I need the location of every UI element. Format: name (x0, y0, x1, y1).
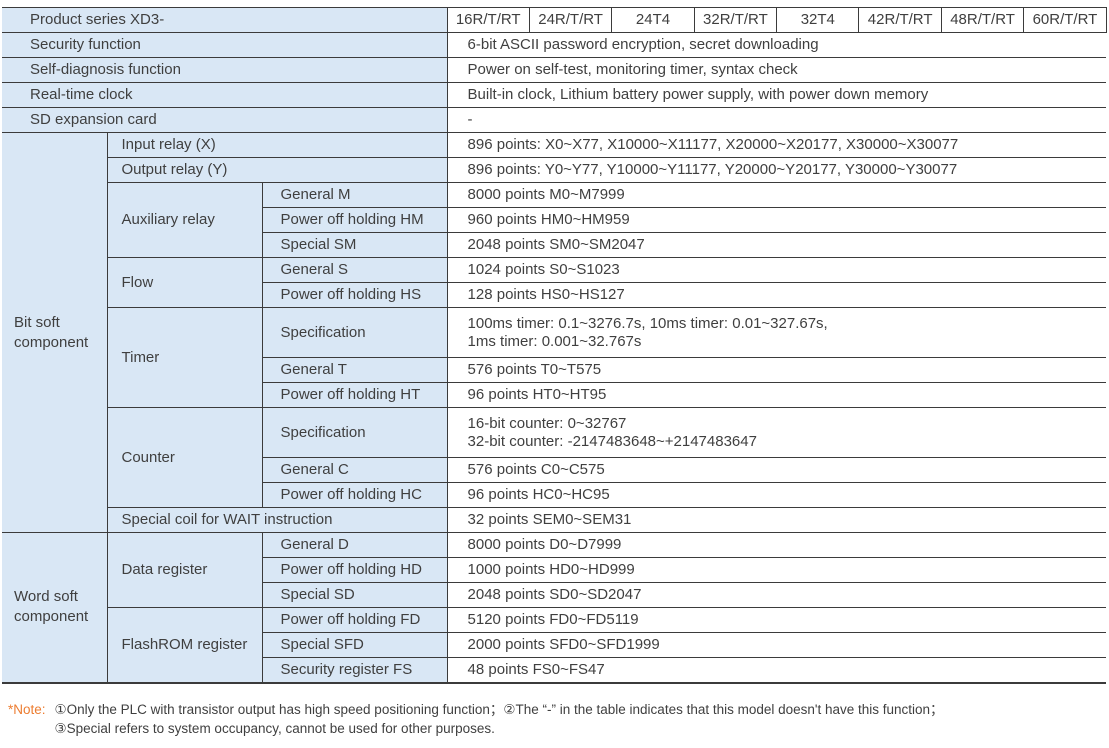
holding-fd-label: Power off holding FD (261, 607, 448, 633)
table-row: Power off holding HD 1000 points HD0~HD9… (2, 557, 1107, 583)
table-row: Power off holding HM 960 points HM0~HM95… (2, 207, 1107, 233)
table-row: Security function 6-bit ASCII password e… (2, 32, 1107, 58)
realtime-clock-label: Real-time clock (2, 82, 448, 108)
table-row: Counter Specification 16-bit counter: 0~… (2, 407, 1107, 508)
table-row: Power off holding HC 96 points HC0~HC95 (2, 482, 1107, 508)
security-register-fs-value: 48 points FS0~FS47 (446, 657, 1107, 684)
table-row: Real-time clock Built-in clock, Lithium … (2, 82, 1107, 108)
model-column-header: 32T4 (776, 7, 860, 33)
holding-hs-label: Power off holding HS (261, 282, 448, 308)
self-diagnosis-value: Power on self-test, monitoring timer, sy… (446, 57, 1107, 83)
input-relay-value: 896 points: X0~X77, X10000~X11177, X2000… (446, 132, 1107, 158)
model-column-header: 60R/T/RT (1023, 7, 1107, 33)
special-sm-label: Special SM (261, 232, 448, 258)
bit-soft-component-category: Bit soft component (2, 132, 108, 533)
general-t-label: General T (261, 357, 448, 383)
input-relay-label: Input relay (X) (106, 132, 448, 158)
realtime-clock-value: Built-in clock, Lithium battery power su… (446, 82, 1107, 108)
table-row: Special SFD 2000 points SFD0~SFD1999 (2, 632, 1107, 658)
table-row: Word soft component Data register Genera… (2, 532, 1107, 683)
general-d-value: 8000 points D0~D7999 (446, 532, 1107, 558)
special-sfd-label: Special SFD (261, 632, 448, 658)
data-register-label: Data register (106, 532, 263, 608)
flow-label: Flow (106, 257, 263, 308)
note-line-2: ③Special refers to system occupancy, can… (54, 720, 495, 736)
table-row: FlashROM register Power off holding FD 5… (2, 607, 1107, 683)
table-row: General C 576 points C0~C575 (2, 457, 1107, 483)
special-sd-value: 2048 points SD0~SD2047 (446, 582, 1107, 608)
model-column-header: 48R/T/RT (940, 7, 1025, 33)
header-row: Product series XD3- 16R/T/RT 24R/T/RT 24… (2, 7, 1107, 33)
output-relay-label: Output relay (Y) (106, 157, 448, 183)
table-row: Output relay (Y) 896 points: Y0~Y77, Y10… (2, 157, 1107, 183)
table-row: Flow General S 1024 points S0~S1023 (2, 257, 1107, 308)
general-m-label: General M (261, 182, 448, 208)
holding-fd-value: 5120 points FD0~FD5119 (446, 607, 1107, 633)
model-column-header: 24R/T/RT (528, 7, 613, 33)
counter-label: Counter (106, 407, 263, 508)
general-d-label: General D (261, 532, 448, 558)
holding-hc-value: 96 points HC0~HC95 (446, 482, 1107, 508)
holding-hd-label: Power off holding HD (261, 557, 448, 583)
holding-ht-value: 96 points HT0~HT95 (446, 382, 1107, 408)
table-row: Timer Specification 100ms timer: 0.1~327… (2, 307, 1107, 408)
general-s-label: General S (261, 257, 448, 283)
table-row: Auxiliary relay General M 8000 points M0… (2, 182, 1107, 258)
general-c-label: General C (261, 457, 448, 483)
holding-hc-label: Power off holding HC (261, 482, 448, 508)
table-row: Bit soft component Input relay (X) 896 p… (2, 132, 1107, 533)
general-t-value: 576 points T0~T575 (446, 357, 1107, 383)
holding-hs-value: 128 points HS0~HS127 (446, 282, 1107, 308)
general-s-value: 1024 points S0~S1023 (446, 257, 1107, 283)
wait-coil-label: Special coil for WAIT instruction (106, 507, 448, 533)
wait-coil-value: 32 points SEM0~SEM31 (446, 507, 1107, 533)
holding-hm-label: Power off holding HM (261, 207, 448, 233)
timer-label: Timer (106, 307, 263, 408)
spec-table: Product series XD3- 16R/T/RT 24R/T/RT 24… (2, 7, 1107, 684)
table-row: Power off holding HT 96 points HT0~HT95 (2, 382, 1107, 408)
model-column-header: 32R/T/RT (693, 7, 778, 33)
self-diagnosis-label: Self-diagnosis function (2, 57, 448, 83)
table-row: SD expansion card - (2, 107, 1107, 133)
table-row: Security register FS 48 points FS0~FS47 (2, 657, 1107, 684)
note-prefix: *Note: (8, 701, 46, 717)
counter-spec-label: Specification (261, 407, 448, 458)
holding-hm-value: 960 points HM0~HM959 (446, 207, 1107, 233)
footnote: *Note: ①Only the PLC with transistor out… (2, 700, 1107, 738)
counter-spec-value: 16-bit counter: 0~32767 32-bit counter: … (446, 407, 1107, 458)
word-soft-component-category: Word soft component (2, 532, 108, 683)
holding-hd-value: 1000 points HD0~HD999 (446, 557, 1107, 583)
table-row: General T 576 points T0~T575 (2, 357, 1107, 383)
timer-spec-value: 100ms timer: 0.1~3276.7s, 10ms timer: 0.… (446, 307, 1107, 358)
security-function-value: 6-bit ASCII password encryption, secret … (446, 32, 1107, 58)
model-column-header: 42R/T/RT (858, 7, 942, 33)
holding-ht-label: Power off holding HT (261, 382, 448, 408)
flashrom-register-label: FlashROM register (106, 607, 263, 683)
general-c-value: 576 points C0~C575 (446, 457, 1107, 483)
note-text: ①Only the PLC with transistor output has… (55, 700, 944, 738)
table-row: Special coil for WAIT instruction 32 poi… (2, 507, 1107, 533)
product-series-label: Product series XD3- (2, 7, 448, 33)
special-sd-label: Special SD (261, 582, 448, 608)
security-function-label: Security function (2, 32, 448, 58)
model-column-header: 16R/T/RT (446, 7, 530, 33)
sd-card-value: - (446, 107, 1107, 133)
output-relay-value: 896 points: Y0~Y77, Y10000~Y11177, Y2000… (446, 157, 1107, 183)
special-sfd-value: 2000 points SFD0~SFD1999 (446, 632, 1107, 658)
model-column-header: 24T4 (611, 7, 695, 33)
security-register-fs-label: Security register FS (261, 657, 448, 684)
note-line-1: ①Only the PLC with transistor output has… (54, 701, 944, 717)
timer-spec-label: Specification (261, 307, 448, 358)
table-row: Self-diagnosis function Power on self-te… (2, 57, 1107, 83)
sd-card-label: SD expansion card (2, 107, 448, 133)
table-row: Power off holding HS 128 points HS0~HS12… (2, 282, 1107, 308)
special-sm-value: 2048 points SM0~SM2047 (446, 232, 1107, 258)
auxiliary-relay-label: Auxiliary relay (106, 182, 263, 258)
general-m-value: 8000 points M0~M7999 (446, 182, 1107, 208)
